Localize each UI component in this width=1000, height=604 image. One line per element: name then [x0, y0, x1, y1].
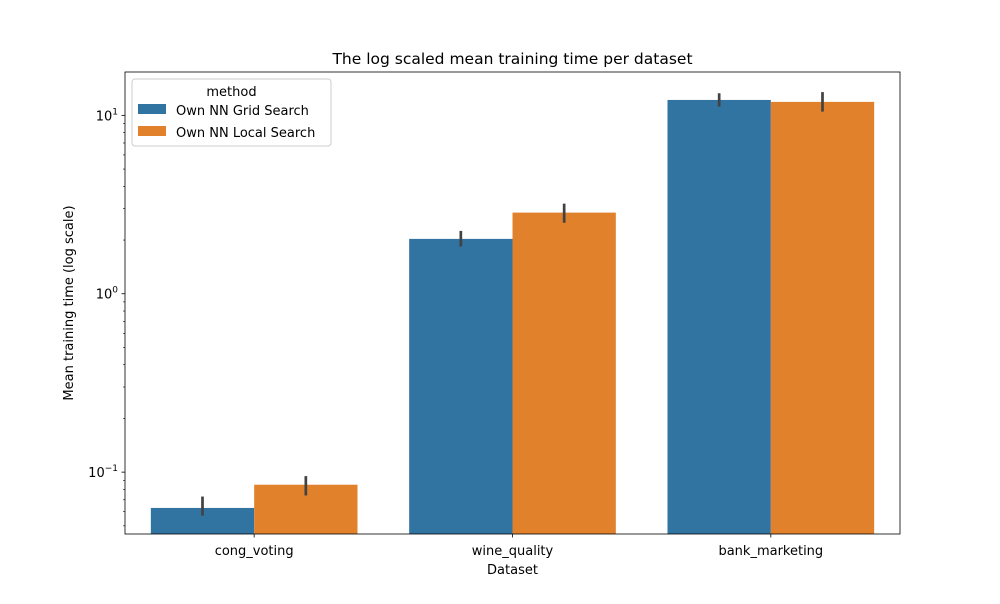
bar: [409, 238, 513, 534]
legend-label-local-search: Own NN Local Search: [176, 126, 315, 141]
legend: method Own NN Grid Search Own NN Local S…: [131, 78, 332, 147]
x-tick-label: wine_quality: [472, 544, 554, 559]
y-tick-label: 101: [96, 107, 118, 124]
x-tick-label: cong_voting: [215, 544, 294, 559]
y-tick-label: 10−1: [88, 464, 118, 481]
plot-area: 10−1 100 101 cong_voting wine_quality bank_ma…: [88, 71, 901, 559]
bar: [667, 99, 771, 534]
legend-swatch-local-search: [138, 126, 166, 136]
x-axis-label: Dataset: [487, 563, 538, 578]
legend-label-grid-search: Own NN Grid Search: [176, 104, 309, 119]
x-tick-label: bank_marketing: [718, 544, 823, 559]
y-axis-label: Mean training time (log scale): [62, 205, 77, 400]
chart-title: The log scaled mean training time per da…: [331, 50, 692, 68]
y-tick-label: 100: [96, 286, 119, 303]
legend-title: method: [206, 85, 256, 100]
legend-frame: [131, 78, 332, 147]
bar: [770, 101, 875, 535]
bar: [512, 212, 616, 535]
axes-frame: [124, 71, 901, 535]
legend-swatch-grid-search: [138, 104, 166, 114]
